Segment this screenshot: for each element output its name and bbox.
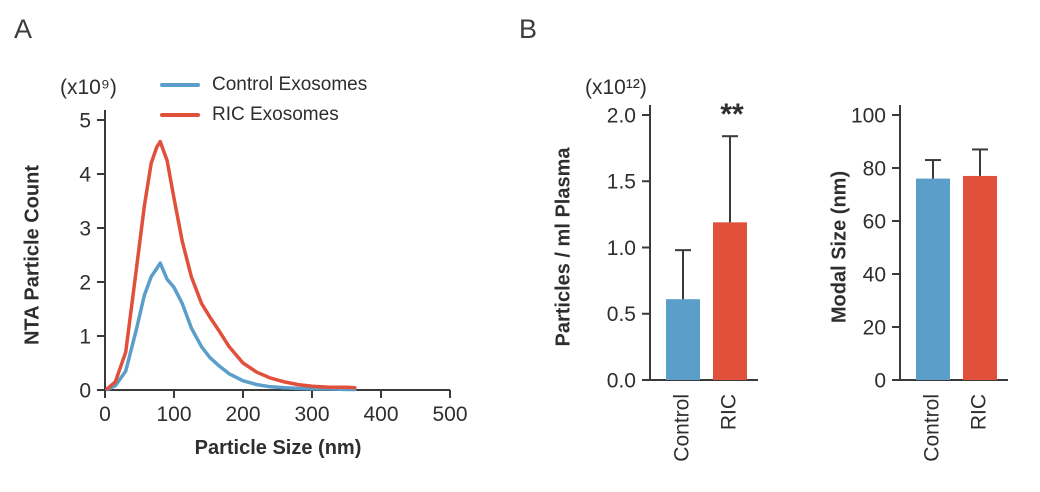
svg-text:2: 2 xyxy=(79,271,91,294)
legend-item-ric: RIC Exosomes xyxy=(160,104,367,126)
svg-text:0.5: 0.5 xyxy=(607,303,636,326)
svg-text:2.0: 2.0 xyxy=(607,104,636,127)
ric-line-swatch xyxy=(160,113,200,117)
panel-b1-y-unit: (x10¹²) xyxy=(585,76,647,99)
svg-text:80: 80 xyxy=(863,157,886,180)
legend: Control Exosomes RIC Exosomes xyxy=(160,74,367,126)
svg-text:400: 400 xyxy=(363,403,398,426)
svg-text:200: 200 xyxy=(225,403,260,426)
svg-text:0: 0 xyxy=(79,379,91,402)
nta-size-distribution-chart: 0 100 200 300 400 500 0 1 2 3 4 5 xyxy=(79,109,467,426)
svg-text:500: 500 xyxy=(432,403,467,426)
svg-text:100: 100 xyxy=(851,104,886,127)
svg-text:4: 4 xyxy=(79,163,91,186)
svg-text:RIC: RIC xyxy=(968,394,991,430)
panel-b1-y-axis-title: Particles / ml Plasma xyxy=(552,147,575,347)
legend-label-control: Control Exosomes xyxy=(212,74,368,95)
svg-text:60: 60 xyxy=(863,210,886,233)
particle-concentration-chart: 0.0 0.5 1.0 1.5 2.0 Control RIC ** xyxy=(607,98,758,462)
svg-text:RIC: RIC xyxy=(718,394,741,430)
svg-text:300: 300 xyxy=(294,403,329,426)
legend-item-control: Control Exosomes xyxy=(160,74,367,96)
svg-text:1.5: 1.5 xyxy=(607,171,636,194)
svg-text:40: 40 xyxy=(863,263,886,286)
svg-text:5: 5 xyxy=(79,109,91,132)
svg-text:Control: Control xyxy=(671,394,694,462)
svg-text:0: 0 xyxy=(99,403,111,426)
svg-text:20: 20 xyxy=(863,316,886,339)
panel-a-x-axis-title: Particle Size (nm) xyxy=(194,437,362,459)
svg-text:**: ** xyxy=(720,98,744,131)
panel-a-y-axis-title: NTA Particle Count xyxy=(21,164,44,346)
panel-b2-y-axis-title: Modal Size (nm) xyxy=(828,170,851,324)
svg-text:Control: Control xyxy=(921,394,944,462)
panel-a-y-unit: (x10⁹) xyxy=(60,76,117,99)
legend-label-ric: RIC Exosomes xyxy=(212,104,339,125)
control-line-swatch xyxy=(160,83,200,87)
svg-text:3: 3 xyxy=(79,217,91,240)
svg-text:100: 100 xyxy=(156,403,191,426)
modal-size-chart: 0 20 40 60 80 100 Control RIC xyxy=(851,104,1008,462)
svg-text:0: 0 xyxy=(874,369,886,392)
panel-b-label: B xyxy=(519,14,538,44)
panel-a-label: A xyxy=(14,14,33,44)
svg-text:1: 1 xyxy=(79,325,91,348)
svg-text:0.0: 0.0 xyxy=(607,369,636,392)
svg-text:1.0: 1.0 xyxy=(607,237,636,260)
